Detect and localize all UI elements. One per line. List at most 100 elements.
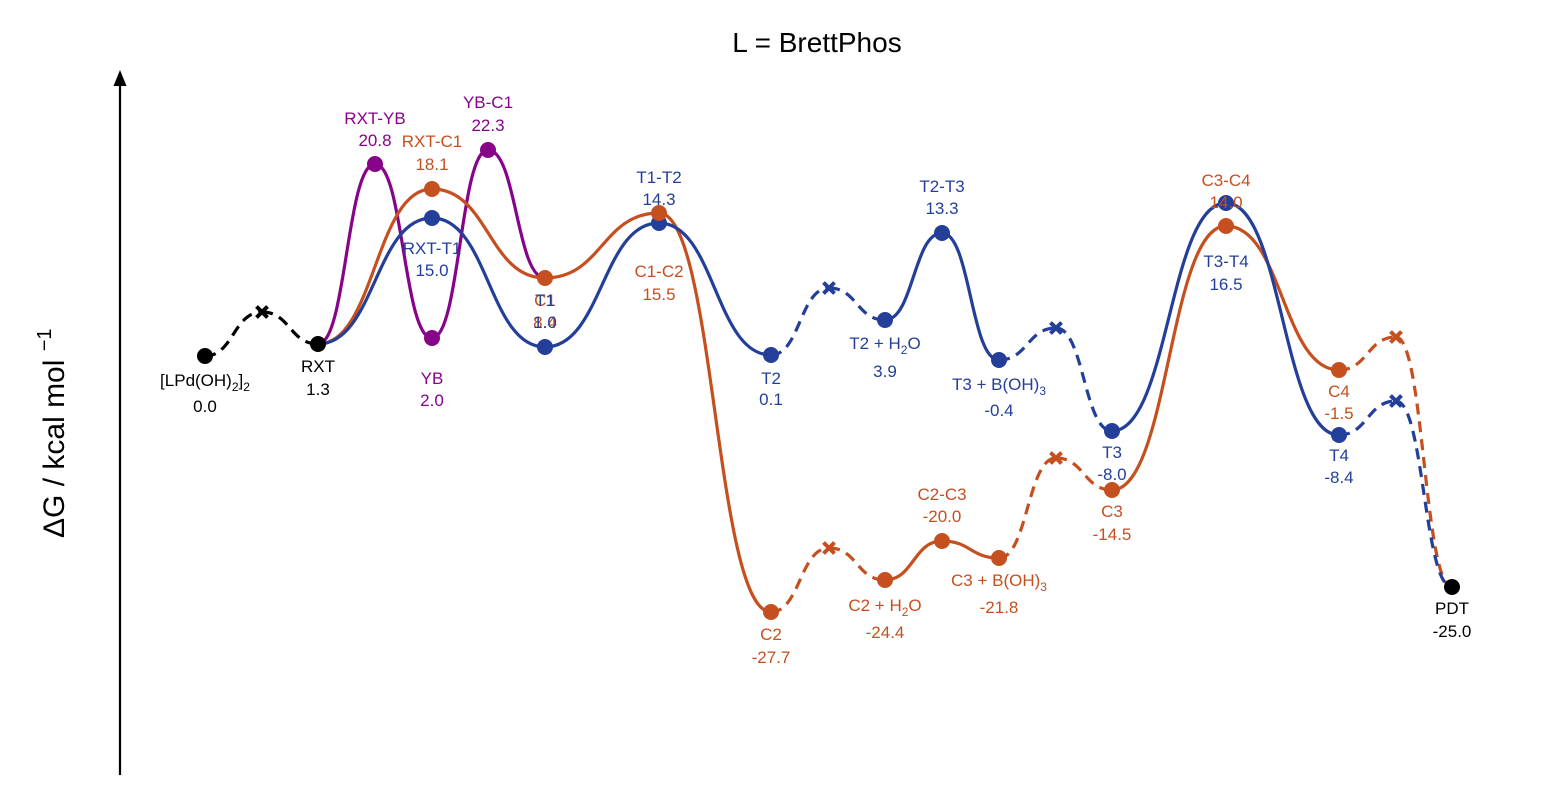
state-value-rxt_c1: 18.1	[415, 155, 448, 174]
state-value-yb: 2.0	[420, 391, 444, 410]
state-value-c2_c3: -20.0	[923, 507, 962, 526]
cross-marker-x_t1	[822, 281, 836, 295]
state-marker-c2_c3	[934, 533, 950, 549]
c-path-segment-x_c1-c2_h2o	[828, 546, 886, 582]
state-marker-yb_c1	[480, 142, 496, 158]
state-value-c3: -14.5	[1093, 525, 1132, 544]
t-path-segment-t3-t3_t4	[1111, 201, 1227, 433]
state-value-t2_h2o: 3.9	[873, 362, 897, 381]
state-name-pdt: PDT	[1435, 599, 1469, 618]
reaction-paths	[204, 148, 1453, 614]
state-value-rxt_t1: 15.0	[415, 261, 448, 280]
state-name-rxt: RXT	[301, 357, 335, 376]
cross-marker-x_c2	[1049, 451, 1063, 465]
state-marker-c3_c4	[1218, 218, 1234, 234]
state-name-start: [LPd(OH)2]2	[160, 371, 250, 394]
state-name-yb: YB	[421, 369, 444, 388]
t-path-segment-t2_h2o-t2_t3	[884, 231, 943, 322]
state-value-t2: 0.1	[759, 390, 783, 409]
state-marker-c3	[1104, 482, 1120, 498]
t-path-segment-x_t2-t3	[1055, 326, 1113, 433]
state-name-t1: T1	[535, 291, 555, 310]
state-labels: [LPd(OH)2]2 0.0 RXT 1.3 RXT-YB 20.8 YB 2.0 YB-C1…	[160, 93, 1471, 667]
state-marker-c1_c2	[651, 205, 667, 221]
state-value-start: 0.0	[193, 397, 217, 416]
state-marker-t3_t4	[1218, 195, 1234, 211]
state-value-t1: 1.0	[533, 313, 557, 332]
state-name-t3_boh: T3 + B(OH)3	[952, 375, 1046, 398]
common-start-segment-x_common-rxt	[261, 310, 319, 346]
t-path-segment-t2_t3-t3_boh	[941, 231, 1000, 362]
state-marker-c2_h2o	[877, 572, 893, 588]
c-path-segment-c3-c3_c4	[1111, 224, 1227, 492]
state-name-rxt_yb: RXT-YB	[344, 109, 405, 128]
state-value-t3_boh: -0.4	[984, 401, 1013, 420]
state-name-c3_c4: C3-C4	[1201, 171, 1250, 190]
cross-marker-x_c1	[822, 541, 836, 555]
state-name-c4: C4	[1328, 382, 1350, 401]
state-markers	[197, 142, 1460, 620]
state-marker-c3_boh	[991, 550, 1007, 566]
c-path-segment-x_c3-pdt	[1395, 335, 1453, 589]
state-name-t3: T3	[1102, 443, 1122, 462]
state-name-rxt_c1: RXT-C1	[402, 132, 462, 151]
y-axis-label-exponent: −1	[34, 328, 56, 351]
yb-path-segment-rxt-rxt_yb	[317, 162, 376, 346]
t-path-segment-t3_t4-t4	[1225, 201, 1340, 437]
state-name-c1: C1	[534, 291, 556, 310]
state-marker-rxt_c1	[424, 181, 440, 197]
yb-path-segment-yb-yb_c1	[431, 148, 489, 340]
cross-marker-x_t2	[1049, 321, 1063, 335]
state-value-c3_boh: -21.8	[980, 598, 1019, 617]
c-path-segment-c3_boh-x_c2	[998, 456, 1057, 560]
state-marker-c2	[763, 604, 779, 620]
state-value-rxt: 1.3	[306, 380, 330, 399]
c-path-segment-rxt_c1-c1	[431, 187, 546, 280]
c-path-segment-c1_c2-c2	[658, 211, 772, 614]
state-name-t1_t2: T1-T2	[636, 168, 681, 187]
c-path-segment-c2_h2o-c2_c3	[884, 539, 943, 582]
state-name-t2_h2o: T2 + H2O	[849, 334, 920, 357]
state-marker-t3_boh	[991, 352, 1007, 368]
state-value-yb_c1: 22.3	[471, 116, 504, 135]
state-marker-t4	[1331, 427, 1347, 443]
y-axis	[113, 70, 127, 775]
state-marker-rxt_t1	[424, 210, 440, 226]
state-value-c4: -1.5	[1324, 404, 1353, 423]
chart-title: L = BrettPhos	[732, 27, 901, 58]
c-path-segment-c1-c1_c2	[544, 211, 660, 280]
state-marker-t1	[537, 339, 553, 355]
c-path-segment-c2-x_c1	[770, 546, 830, 614]
cross-marker-x_t3	[1389, 394, 1403, 408]
state-name-t3_t4: T3-T4	[1203, 252, 1248, 271]
yb-path-segment-yb_c1-c1	[487, 148, 546, 280]
c-path-segment-c4-x_c3	[1338, 335, 1397, 372]
state-name-c3: C3	[1101, 502, 1123, 521]
cross-marker-x_c3	[1389, 330, 1403, 344]
state-name-c2_h2o: C2 + H2O	[848, 596, 921, 619]
cross-marker-x_common	[255, 305, 269, 319]
state-name-c1_c2: C1-C2	[634, 262, 683, 281]
state-marker-rxt_yb	[367, 156, 383, 172]
state-marker-t2	[763, 347, 779, 363]
state-value-c3_c4: 14.0	[1209, 193, 1242, 212]
t-path-segment-x_t1-t2_h2o	[828, 286, 886, 322]
t-path-segment-t1_t2-t2	[658, 221, 772, 357]
state-marker-yb	[424, 330, 440, 346]
state-value-t1_t2: 14.3	[642, 190, 675, 209]
state-name-t2_t3: T2-T3	[919, 177, 964, 196]
state-value-c2: -27.7	[752, 648, 791, 667]
state-name-c3_boh: C3 + B(OH)3	[951, 571, 1047, 594]
t-path-segment-t3_boh-x_t2	[998, 326, 1057, 362]
state-name-rxt_t1: RXT-T1	[403, 239, 462, 258]
yb-path-segment-rxt_yb-yb	[374, 162, 433, 340]
t-path-segment-rxt-rxt_t1	[317, 216, 433, 346]
state-value-rxt_yb: 20.8	[358, 131, 391, 150]
c-path-segment-c3_c4-c4	[1225, 224, 1340, 372]
state-value-c1_c2: 15.5	[642, 285, 675, 304]
state-marker-start	[197, 348, 213, 364]
state-value-t2_t3: 13.3	[925, 199, 958, 218]
c-path-segment-c2_c3-c3_boh	[941, 539, 1000, 560]
common-start-segment-start-x_common	[204, 310, 263, 358]
